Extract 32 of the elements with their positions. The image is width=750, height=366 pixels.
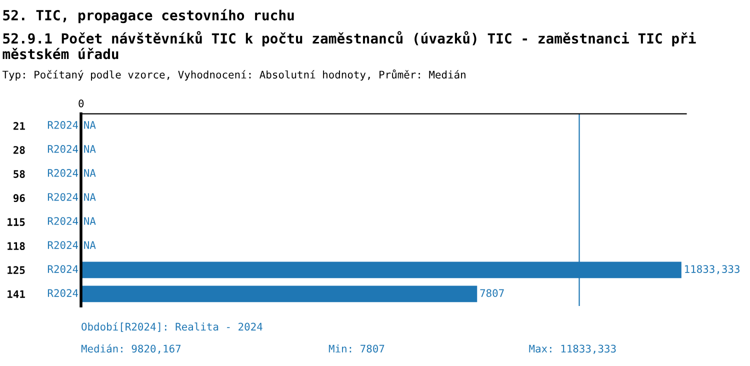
y-tick-label: 141	[8, 290, 25, 298]
text: NA	[84, 241, 96, 249]
text: R2024	[48, 289, 78, 298]
text: NA	[84, 193, 96, 201]
data-label: 7807	[480, 289, 504, 298]
y-tick-label: 28	[13, 146, 25, 154]
y-tick-label: 118	[8, 242, 25, 250]
text: NA	[84, 145, 96, 153]
text: NA	[84, 217, 96, 225]
text: Medián: 9820,167	[81, 344, 181, 354]
text: Období[R2024]: Realita - 2024	[82, 322, 262, 332]
series-label: R2024	[48, 265, 78, 273]
text: R2024	[48, 217, 78, 225]
y-tick-label: 125	[8, 266, 25, 274]
chart-subtitle: 52.9.1 Počet návštěvníků TIC k počtu zaměstnanců (úvazků) TIC - zaměstnanci TIC při městském úřadu	[2, 31, 696, 60]
text: NA	[84, 169, 96, 177]
y-tick-label: 58	[14, 170, 25, 178]
text: 0	[78, 99, 84, 108]
text: R2024	[48, 241, 78, 249]
text: R2024	[48, 145, 78, 153]
text: R2024	[48, 193, 78, 201]
y-tick-label: 21	[13, 122, 25, 130]
text: Min: 7807	[328, 344, 384, 353]
text: NA	[84, 121, 96, 129]
y-tick-label: 115	[8, 218, 25, 226]
data-label: 11833,333	[685, 265, 740, 274]
y-tick-label: 96	[13, 194, 25, 202]
text: R2024	[48, 169, 78, 177]
chart-title: 52. TIC, propagace cestovního ruchu	[3, 9, 294, 24]
text: R2024	[48, 121, 78, 129]
text: Max: 11833,333	[529, 344, 616, 354]
text: Typ: Počítaný podle vzorce, Vyhodnocení: Absolutní hodnoty, Průměr: Medián	[2, 69, 466, 81]
